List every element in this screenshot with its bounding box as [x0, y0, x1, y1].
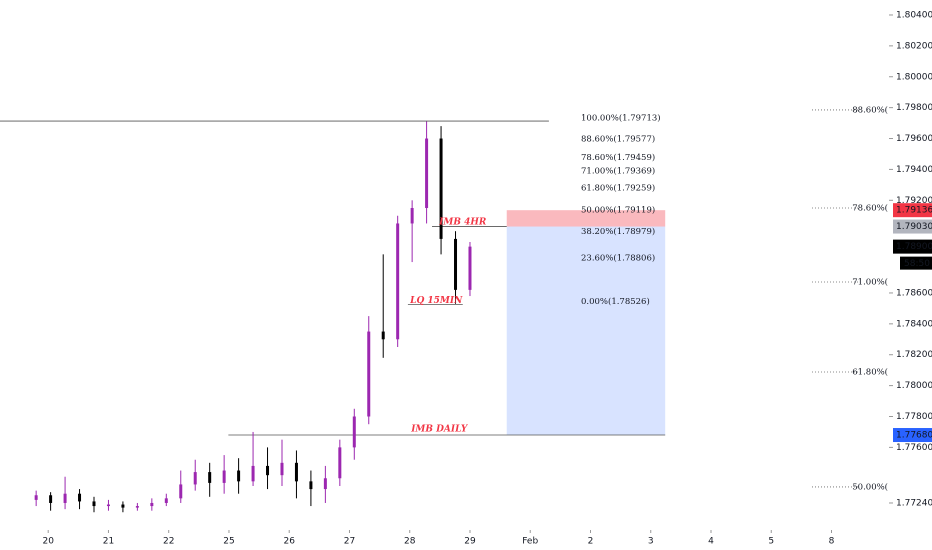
candle-body — [338, 447, 342, 479]
y-tick-label: 1.79800 — [896, 103, 932, 113]
fib-right-label: 88.60%( — [852, 104, 888, 115]
fib-label: 100.00%(1.79713) — [581, 113, 661, 124]
candle-body — [34, 495, 38, 500]
candle-body — [164, 498, 168, 503]
candle-body — [237, 470, 241, 482]
price-tag — [893, 428, 932, 443]
candle-body — [294, 462, 298, 482]
y-tick-label: 1.80200 — [896, 41, 932, 51]
candle-body — [193, 472, 197, 485]
candle-body — [410, 208, 414, 224]
x-tick-label: Feb — [522, 537, 538, 547]
y-tick-label: 1.79400 — [896, 165, 932, 175]
stop-zone — [506, 210, 666, 227]
candle-body — [135, 506, 139, 508]
fib-right-label: 78.60%( — [852, 203, 888, 214]
y-tick-label: 1.78600 — [896, 288, 932, 298]
y-tick-label: 1.79200 — [896, 196, 932, 206]
fib-label: 78.60%(1.79459) — [581, 152, 655, 163]
candle-body — [309, 481, 313, 490]
candle-body — [396, 223, 400, 340]
target-zone — [506, 226, 666, 436]
x-tick-label: 2 — [588, 537, 594, 547]
candle-body — [179, 484, 183, 499]
fib-label: 71.00%(1.79369) — [581, 166, 655, 177]
x-tick-label: 29 — [464, 537, 476, 547]
candle-body — [425, 138, 429, 209]
price-tag — [893, 239, 932, 254]
fib-label: 38.20%(1.78979) — [581, 226, 655, 237]
candle-body — [323, 478, 327, 490]
candle-body — [208, 472, 212, 483]
y-tick-label: 1.80400 — [896, 10, 932, 20]
candle-body — [49, 495, 53, 503]
annotation: IMB DAILY — [410, 424, 469, 434]
y-tick-label: 1.77600 — [896, 443, 932, 453]
y-tick-label: 1.80000 — [896, 72, 932, 82]
candle-body — [352, 416, 356, 448]
x-tick-label: 20 — [42, 537, 54, 547]
annotation: LQ 15MIN — [409, 296, 463, 306]
y-tick-label: 1.78400 — [896, 319, 932, 329]
candle-body — [439, 138, 443, 239]
x-tick-label: 27 — [344, 537, 355, 547]
x-tick-label: 3 — [648, 537, 654, 547]
fib-right-label: 71.00%( — [852, 276, 888, 287]
y-tick-label: 1.77240 — [896, 498, 932, 508]
x-tick-label: 21 — [103, 537, 114, 547]
timer-bg — [900, 256, 932, 270]
fib-right-label: 61.80%( — [852, 367, 888, 378]
x-tick-label: 4 — [708, 537, 714, 547]
candle-body — [78, 493, 82, 502]
candle-body — [468, 246, 472, 290]
timer: 58:50 — [904, 259, 930, 269]
x-tick-label: 26 — [283, 537, 295, 547]
y-tick-label: 1.77800 — [896, 412, 932, 422]
candle-body — [150, 502, 154, 507]
candle-body — [454, 238, 458, 290]
price-tag-label: 1.77680 — [896, 431, 932, 441]
x-tick-label: 8 — [829, 537, 835, 547]
candle-body — [121, 504, 125, 508]
fib-label: 50.00%(1.79119) — [581, 204, 655, 215]
x-tick-label: 28 — [404, 537, 416, 547]
candle-body — [222, 470, 226, 483]
fib-label: 23.60%(1.78806) — [581, 253, 655, 264]
candle-body — [367, 331, 371, 417]
candle-body — [106, 504, 110, 507]
x-tick-label: 25 — [223, 537, 234, 547]
y-tick-label: 1.79600 — [896, 134, 932, 144]
price-tag-label: 1.78900 — [896, 242, 932, 252]
price-tag — [893, 219, 932, 234]
y-tick-label: 1.78000 — [896, 381, 932, 391]
price-tag-label: 1.79136 — [896, 206, 932, 216]
y-tick-label: 1.78200 — [896, 350, 932, 360]
fib-label: 0.00%(1.78526) — [581, 296, 650, 307]
fib-label: 61.80%(1.79259) — [581, 183, 655, 194]
candle-body — [266, 465, 270, 476]
fib-right-label: 50.00%( — [852, 481, 888, 492]
x-tick-label: 5 — [768, 537, 774, 547]
candle-body — [92, 501, 96, 507]
candle-body — [251, 465, 255, 482]
price-tag — [893, 203, 932, 218]
candle-body — [280, 462, 284, 476]
price-tag-label: 1.79030 — [896, 222, 932, 232]
annotation: IMB 4HR — [438, 217, 487, 227]
fib-label: 88.60%(1.79577) — [581, 134, 655, 145]
candle-body — [381, 331, 385, 340]
candle-body — [63, 493, 67, 503]
x-tick-label: 22 — [163, 537, 174, 547]
